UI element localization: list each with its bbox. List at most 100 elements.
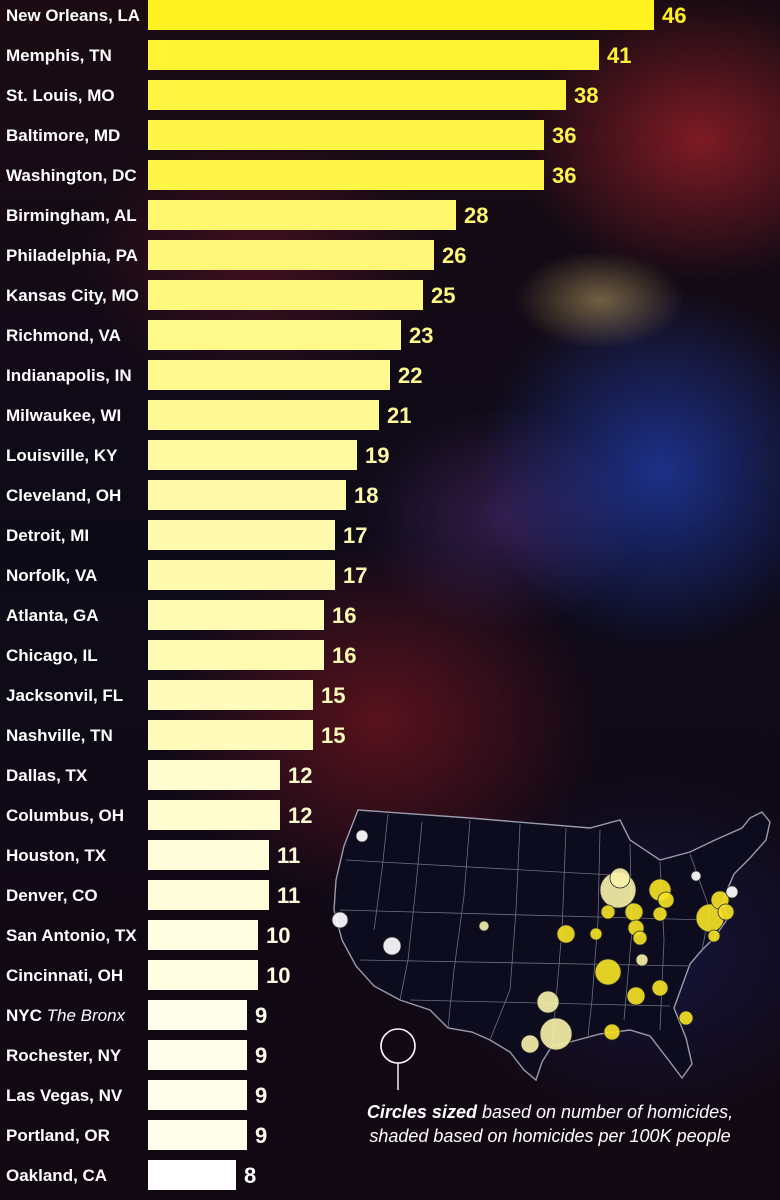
- city-circle: [478, 920, 490, 932]
- bar-label: Atlanta, GA: [6, 606, 99, 625]
- bar-value-label: 36: [552, 123, 576, 148]
- bar-value-label: 15: [321, 723, 345, 748]
- bar-label: Detroit, MI: [6, 526, 89, 545]
- bar-value-label: 9: [255, 1003, 267, 1028]
- city-circle: [678, 1010, 694, 1026]
- bar-value-label: 9: [255, 1083, 267, 1108]
- bar: [148, 440, 357, 470]
- bar-value-label: 36: [552, 163, 576, 188]
- bar-label: Kansas City, MO: [6, 286, 139, 305]
- caption-bold: Circles sized: [366, 1102, 477, 1122]
- bar: [148, 1040, 247, 1070]
- bar-label: Las Vegas, NV: [6, 1086, 123, 1105]
- bar: [148, 40, 599, 70]
- city-circle: [536, 990, 560, 1014]
- bar: [148, 280, 423, 310]
- bar-label: Memphis, TN: [6, 46, 112, 65]
- city-circle: [652, 906, 668, 922]
- bar-label: Oakland, CA: [6, 1166, 107, 1185]
- city-circle: [520, 1034, 540, 1054]
- bar: [148, 880, 269, 910]
- bar-value-label: 11: [277, 883, 300, 908]
- bar-value-label: 12: [288, 763, 312, 788]
- bar: [148, 920, 258, 950]
- city-circle: [609, 867, 631, 889]
- bar: [148, 800, 280, 830]
- bar-value-label: 9: [255, 1123, 267, 1148]
- bar: [148, 360, 390, 390]
- bar-value-label: 15: [321, 683, 345, 708]
- bar-value-label: 28: [464, 203, 488, 228]
- bar-value-label: 23: [409, 323, 433, 348]
- bar-label: Birmingham, AL: [6, 206, 137, 225]
- bar: [148, 320, 401, 350]
- bar-label: Cincinnati, OH: [6, 966, 123, 985]
- caption-line2: shaded based on homicides per 100K peopl…: [369, 1126, 731, 1146]
- bar-label: Louisville, KY: [6, 446, 118, 465]
- bar: [148, 1160, 236, 1190]
- bar: [148, 480, 346, 510]
- bar-label: Portland, OR: [6, 1126, 110, 1145]
- us-homicide-map: [331, 809, 771, 1090]
- bar: [148, 560, 335, 590]
- city-circle: [556, 924, 576, 944]
- bar-label: St. Louis, MO: [6, 86, 115, 105]
- bar: [148, 200, 456, 230]
- bar-value-label: 22: [398, 363, 422, 388]
- bar: [148, 80, 566, 110]
- size-legend-circle: [380, 1028, 416, 1064]
- city-circle: [600, 904, 616, 920]
- bar-value-label: 17: [343, 563, 367, 588]
- bar-value-label: 26: [442, 243, 466, 268]
- bar-label: Richmond, VA: [6, 326, 121, 345]
- bar-label: NYC The Bronx: [6, 1006, 126, 1025]
- city-circle: [725, 885, 739, 899]
- bar: [148, 160, 544, 190]
- bar: [148, 1080, 247, 1110]
- bar-label: Milwaukee, WI: [6, 406, 121, 425]
- bar-label: Nashville, TN: [6, 726, 113, 745]
- bar: [148, 1120, 247, 1150]
- bar-label: New Orleans, LA: [6, 6, 140, 25]
- bar-value-label: 18: [354, 483, 378, 508]
- bar-value-label: 25: [431, 283, 455, 308]
- bar-label: San Antonio, TX: [6, 926, 137, 945]
- bar-label: Chicago, IL: [6, 646, 98, 665]
- bar-value-label: 46: [662, 3, 686, 28]
- city-circle: [603, 1023, 621, 1041]
- bar-value-label: 16: [332, 643, 356, 668]
- bar-value-label: 10: [266, 963, 290, 988]
- city-circle: [355, 829, 369, 843]
- bar: [148, 840, 269, 870]
- city-circle: [382, 936, 402, 956]
- bar: [148, 720, 313, 750]
- city-circle: [632, 930, 648, 946]
- bar: [148, 640, 324, 670]
- city-circle: [690, 870, 702, 882]
- bar-value-label: 16: [332, 603, 356, 628]
- city-circle: [707, 929, 721, 943]
- bar-value-label: 10: [266, 923, 290, 948]
- bar: [148, 520, 335, 550]
- bar: [148, 960, 258, 990]
- bar: [148, 0, 654, 30]
- bar: [148, 120, 544, 150]
- bar-label: Jacksonvil, FL: [6, 686, 123, 705]
- bar-value-label: 8: [244, 1163, 256, 1188]
- bar: [148, 680, 313, 710]
- bar: [148, 400, 379, 430]
- bar-label: Indianapolis, IN: [6, 366, 132, 385]
- city-circle: [635, 953, 649, 967]
- bar-label: Cleveland, OH: [6, 486, 121, 505]
- map-caption: Circles sized based on number of homicid…: [330, 1100, 770, 1148]
- bar: [148, 240, 434, 270]
- city-circle: [624, 902, 644, 922]
- bar-value-label: 17: [343, 523, 367, 548]
- bar-label: Baltimore, MD: [6, 126, 120, 145]
- city-circle: [331, 911, 349, 929]
- city-circle: [717, 903, 735, 921]
- bar: [148, 760, 280, 790]
- bar-value-label: 38: [574, 83, 598, 108]
- bar-value-label: 9: [255, 1043, 267, 1068]
- bar-label: Columbus, OH: [6, 806, 124, 825]
